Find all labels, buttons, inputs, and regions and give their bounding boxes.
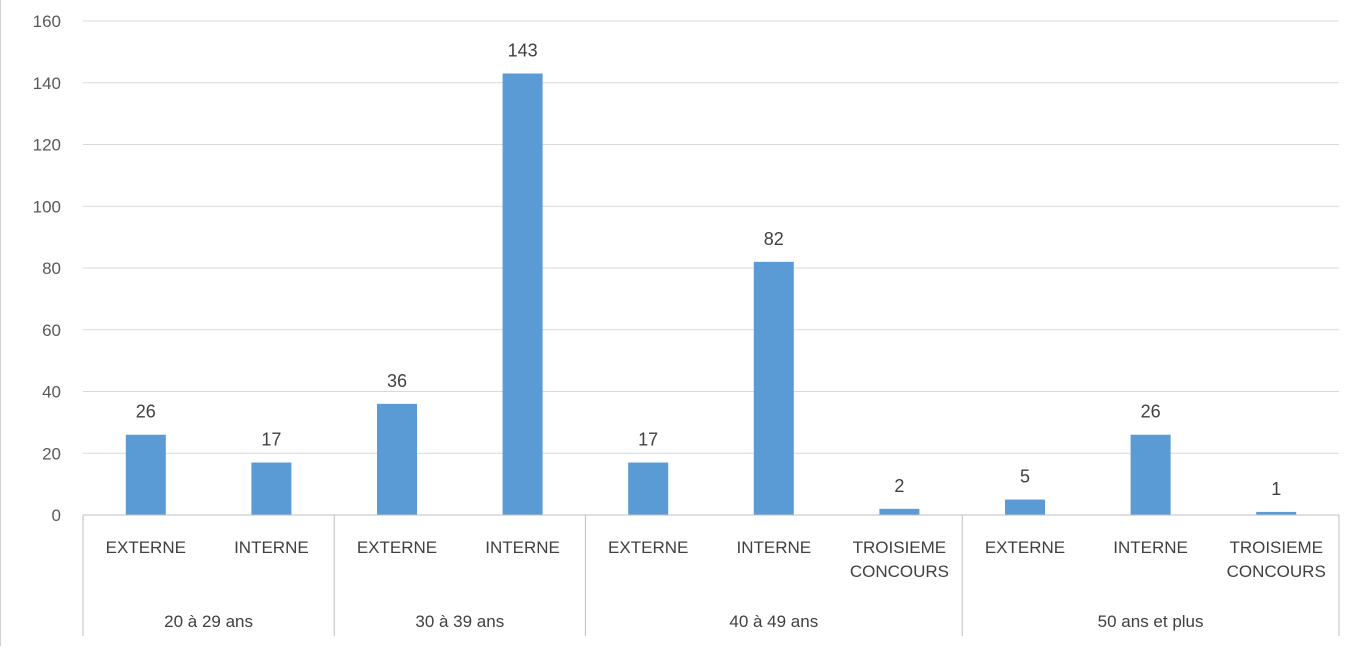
bar: [753, 261, 794, 515]
bar: [1256, 511, 1297, 515]
category-label: EXTERNE: [985, 538, 1065, 557]
category-label: INTERNE: [234, 538, 309, 557]
bar: [377, 403, 417, 515]
bar: [879, 508, 920, 515]
category-label: EXTERNE: [357, 538, 437, 557]
data-labels: 26 17 36 143 17 82 2 5 26 1: [136, 40, 1281, 498]
bar: [125, 434, 166, 515]
group-label: 20 à 29 ans: [164, 612, 253, 631]
category-label: TROISIEME: [1229, 538, 1323, 557]
category-label: INTERNE: [736, 538, 811, 557]
y-tick-label: 0: [52, 506, 61, 525]
y-tick-label: 120: [33, 136, 61, 155]
y-tick-label: 60: [42, 321, 61, 340]
bar: [1005, 499, 1045, 515]
data-label: 5: [1020, 467, 1030, 487]
category-label: INTERNE: [1113, 538, 1188, 557]
bar: [628, 462, 669, 515]
data-label: 26: [136, 402, 156, 422]
bars: [125, 73, 1297, 516]
category-label: EXTERNE: [608, 538, 688, 557]
group-label: 30 à 39 ans: [415, 612, 504, 631]
y-tick-label: 100: [33, 197, 61, 216]
data-label: 2: [894, 476, 904, 496]
bar: [502, 73, 543, 516]
data-label: 1: [1271, 479, 1281, 499]
category-label: CONCOURS: [1227, 562, 1326, 581]
bar: [251, 462, 292, 515]
gridlines: [83, 20, 1339, 454]
y-tick-label: 20: [42, 444, 61, 463]
data-label: 143: [508, 40, 538, 60]
group-label: 40 à 49 ans: [729, 612, 818, 631]
data-label: 26: [1141, 402, 1161, 422]
x-axis: EXTERNE INTERNE 20 à 29 ans EXTERNE INTERNE 3…: [82, 514, 1340, 636]
y-tick-label: 160: [33, 12, 61, 31]
data-label: 82: [764, 229, 784, 249]
category-label: EXTERNE: [106, 538, 186, 557]
y-tick-label: 140: [33, 74, 61, 93]
data-label: 17: [261, 430, 281, 450]
bar: [1130, 434, 1171, 515]
group-label: 50 ans et plus: [1098, 612, 1204, 631]
y-tick-label: 40: [42, 383, 61, 402]
category-label: INTERNE: [485, 538, 560, 557]
y-axis: 0 20 40 60 80 100 120 140 160: [33, 12, 61, 525]
data-label: 17: [638, 430, 658, 450]
category-label: CONCOURS: [850, 562, 949, 581]
y-tick-label: 80: [42, 259, 61, 278]
data-label: 36: [387, 371, 407, 391]
category-label: TROISIEME: [853, 538, 947, 557]
